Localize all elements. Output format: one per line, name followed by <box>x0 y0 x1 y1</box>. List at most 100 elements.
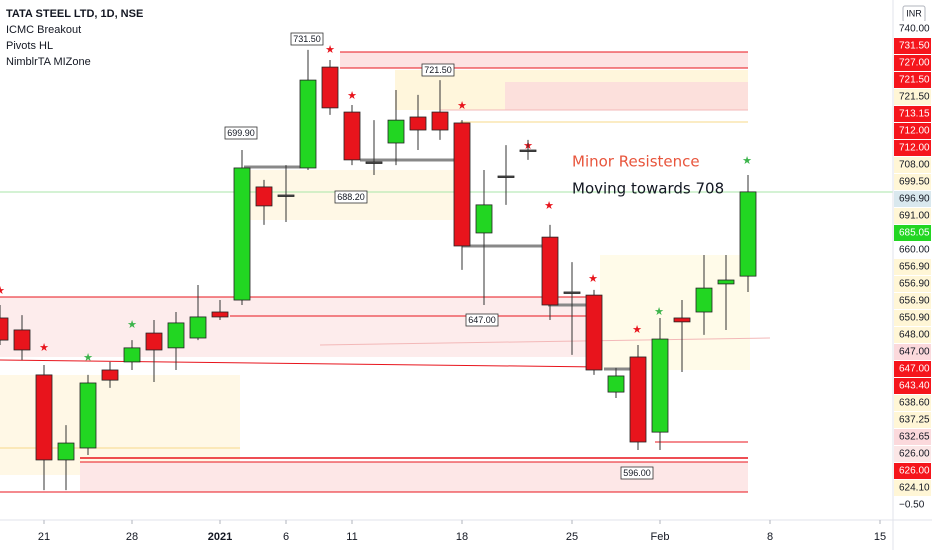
candle-body <box>211 311 229 318</box>
price-badge <box>894 21 931 37</box>
price-label: 643.40 <box>899 381 930 392</box>
price-label: 712.00 <box>899 143 930 154</box>
candle-body <box>123 347 141 363</box>
candle-body <box>497 175 515 178</box>
price-label: 731.50 <box>899 41 930 52</box>
price-label: 712.00 <box>899 126 930 137</box>
x-tick-label: 6 <box>283 531 289 543</box>
price-label: 727.00 <box>899 58 930 69</box>
price-label: 685.05 <box>899 228 930 239</box>
price-badge <box>894 123 931 139</box>
candle-body <box>233 167 251 301</box>
pivot-box <box>290 32 324 46</box>
currency[interactable]: INR <box>906 8 922 18</box>
candle-body <box>35 374 53 461</box>
price-badge <box>894 72 931 88</box>
pivot-box <box>465 313 499 327</box>
price-badge <box>894 412 931 428</box>
annotation: Moving towards 708 <box>572 180 724 198</box>
svg-text:★: ★ <box>457 100 467 112</box>
price-label: 656.90 <box>899 279 930 290</box>
price-badge <box>894 55 931 71</box>
price-badge <box>894 225 931 241</box>
price-badge <box>894 463 931 479</box>
candle-body <box>519 149 537 152</box>
candle-body <box>739 191 757 277</box>
price-badge <box>894 157 931 173</box>
pivot-label: 731.50 <box>293 34 321 44</box>
price-badge <box>894 361 931 377</box>
candle-body <box>343 111 361 161</box>
price-badge <box>894 446 931 462</box>
indicator: Pivots HL <box>6 40 53 52</box>
svg-text:★: ★ <box>0 285 5 297</box>
candle-body <box>607 375 625 393</box>
price-badge <box>894 293 931 309</box>
price-label: 708.00 <box>899 160 930 171</box>
symbol-title: TATA STEEL LTD, 1D, NSE <box>6 8 143 20</box>
price-badge <box>894 497 931 513</box>
price-label: 648.00 <box>899 330 930 341</box>
price-label: 721.50 <box>899 92 930 103</box>
svg-text:★: ★ <box>544 200 554 212</box>
pivot-box <box>620 466 654 480</box>
candle-body <box>167 322 185 349</box>
price-badge <box>894 106 931 122</box>
price-badge <box>894 191 931 207</box>
price-label: 647.00 <box>899 347 930 358</box>
pivot-box <box>421 63 455 77</box>
signal-stars: ★ ★ ★ ★ ★ ★ ★ ★ ★ ★ ★ ★ ★ <box>0 44 752 364</box>
price-badge <box>894 310 931 326</box>
price-badge <box>894 378 931 394</box>
candle-body <box>57 442 75 461</box>
candle-body <box>717 279 735 285</box>
price-label: 632.65 <box>899 432 930 443</box>
indicator: ICMC Breakout <box>6 24 81 36</box>
svg-text:★: ★ <box>742 155 752 167</box>
price-badge <box>894 140 931 156</box>
candle-body <box>585 294 603 371</box>
candle-body <box>541 236 559 306</box>
x-tick-label: 2021 <box>208 531 232 543</box>
candle-body <box>255 186 273 207</box>
svg-text:★: ★ <box>39 342 49 354</box>
pivot-box <box>334 190 368 204</box>
price-badge <box>894 429 931 445</box>
price-label: 637.25 <box>899 415 930 426</box>
price-label: 656.90 <box>899 296 930 307</box>
price-badge <box>894 276 931 292</box>
pivot-label: 699.90 <box>227 128 255 138</box>
price-label: 721.50 <box>899 75 930 86</box>
pivot-label: 647.00 <box>468 315 496 325</box>
x-tick-label: 11 <box>346 531 357 543</box>
candle-body <box>0 317 9 341</box>
candle-body <box>453 122 471 247</box>
price-label: 660.00 <box>899 245 930 256</box>
annotation: Minor Resistence <box>572 153 700 171</box>
pivot-label: 721.50 <box>424 65 452 75</box>
price-badge <box>894 344 931 360</box>
price-label: −0.50 <box>899 500 925 511</box>
x-tick-label: Feb <box>651 531 670 543</box>
svg-text:★: ★ <box>325 44 335 56</box>
indicator: NimblrTA MIZone <box>6 56 91 68</box>
price-badge <box>894 259 931 275</box>
price-label: 638.60 <box>899 398 930 409</box>
price-badge <box>894 208 931 224</box>
svg-text:★: ★ <box>127 319 137 331</box>
price-badge <box>894 174 931 190</box>
candle-body <box>629 356 647 443</box>
candle-body <box>277 194 295 197</box>
candle-body <box>145 332 163 351</box>
candle-body <box>321 66 339 109</box>
x-tick-label: 28 <box>126 531 138 543</box>
price-label: 740.00 <box>899 24 930 35</box>
pivot-label: 596.00 <box>623 468 651 478</box>
svg-text:★: ★ <box>588 273 598 285</box>
price-label: 699.50 <box>899 177 930 188</box>
price-label: 624.10 <box>899 483 930 494</box>
price-label: 696.90 <box>899 194 930 205</box>
candle-body <box>673 317 691 323</box>
svg-text:★: ★ <box>632 324 642 336</box>
